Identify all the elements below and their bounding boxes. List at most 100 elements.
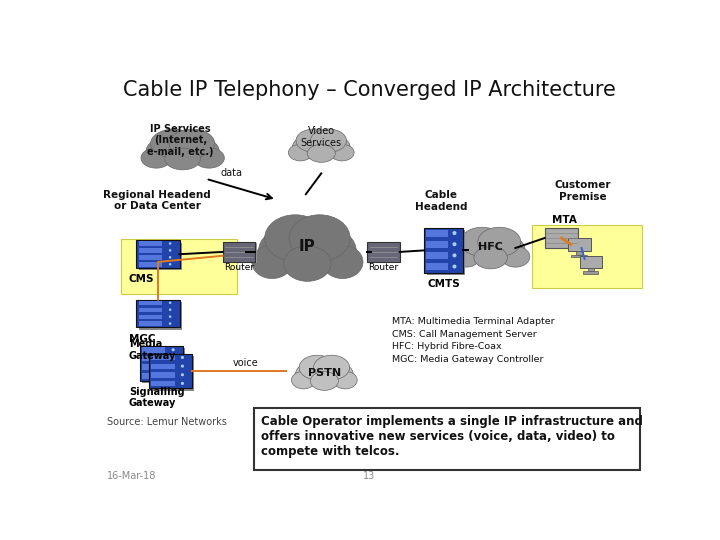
FancyBboxPatch shape [142, 373, 166, 379]
Ellipse shape [194, 148, 225, 168]
Text: Cable Operator implements a single IP infrastructure and
offers innovative new s: Cable Operator implements a single IP in… [261, 415, 643, 458]
Text: 13: 13 [363, 470, 375, 481]
FancyBboxPatch shape [532, 225, 642, 288]
FancyBboxPatch shape [142, 356, 166, 361]
FancyBboxPatch shape [139, 262, 162, 267]
Ellipse shape [323, 245, 363, 279]
Ellipse shape [179, 138, 220, 165]
Circle shape [169, 301, 171, 304]
Ellipse shape [289, 144, 312, 161]
Text: Signalling
Gateway: Signalling Gateway [129, 387, 184, 408]
Ellipse shape [474, 247, 508, 269]
Ellipse shape [299, 355, 335, 380]
Text: 16-Mar-18: 16-Mar-18 [107, 470, 156, 481]
FancyBboxPatch shape [149, 354, 192, 388]
Circle shape [169, 242, 171, 245]
Text: MTA: MTA [552, 215, 577, 225]
Text: Cable
Headend: Cable Headend [415, 190, 467, 212]
Text: MTA: Multimedia Terminal Adapter
CMS: Call Management Server
HFC: Hybrid Fibre-C: MTA: Multimedia Terminal Adapter CMS: Ca… [392, 318, 554, 364]
FancyBboxPatch shape [139, 308, 162, 312]
Text: Regional Headend
or Data Center: Regional Headend or Data Center [104, 190, 211, 211]
Ellipse shape [169, 129, 215, 158]
FancyBboxPatch shape [544, 228, 578, 248]
Ellipse shape [304, 357, 345, 388]
Ellipse shape [330, 144, 354, 161]
Text: CMS: CMS [129, 274, 154, 284]
Circle shape [169, 263, 171, 266]
FancyBboxPatch shape [142, 348, 185, 383]
Circle shape [181, 382, 184, 385]
Ellipse shape [487, 236, 525, 264]
Text: Cable IP Telephony – Converged IP Architecture: Cable IP Telephony – Converged IP Archit… [122, 80, 616, 100]
FancyBboxPatch shape [139, 301, 162, 305]
Ellipse shape [302, 228, 356, 273]
Text: PSTN: PSTN [307, 368, 341, 378]
Ellipse shape [318, 136, 350, 158]
Ellipse shape [456, 236, 495, 264]
Text: HFC: HFC [478, 242, 503, 252]
Ellipse shape [333, 372, 357, 389]
Circle shape [181, 364, 184, 368]
Text: Router: Router [224, 264, 254, 273]
Ellipse shape [150, 129, 197, 158]
Text: Video
Services: Video Services [301, 126, 342, 148]
Circle shape [171, 357, 175, 360]
FancyBboxPatch shape [151, 355, 175, 361]
Ellipse shape [478, 227, 521, 256]
Text: Media
Gateway: Media Gateway [129, 339, 176, 361]
Ellipse shape [258, 228, 312, 273]
Text: MGC: MGC [129, 334, 156, 343]
FancyBboxPatch shape [142, 347, 166, 353]
Ellipse shape [310, 129, 346, 152]
Ellipse shape [146, 138, 186, 165]
Ellipse shape [451, 246, 480, 267]
FancyBboxPatch shape [140, 346, 183, 381]
FancyBboxPatch shape [426, 263, 448, 271]
FancyBboxPatch shape [151, 372, 175, 378]
FancyBboxPatch shape [139, 248, 162, 253]
Text: IP Services
(Internet,
e-mail, etc.): IP Services (Internet, e-mail, etc.) [147, 124, 214, 157]
Circle shape [452, 242, 456, 246]
Ellipse shape [300, 131, 342, 160]
Circle shape [169, 256, 171, 259]
FancyBboxPatch shape [137, 300, 179, 327]
Circle shape [181, 373, 184, 376]
FancyBboxPatch shape [151, 356, 194, 390]
Text: IP: IP [299, 239, 316, 254]
FancyBboxPatch shape [142, 364, 166, 370]
Text: CMTS: CMTS [427, 279, 460, 289]
FancyBboxPatch shape [139, 242, 182, 271]
FancyBboxPatch shape [139, 241, 162, 246]
Circle shape [169, 249, 171, 252]
FancyBboxPatch shape [369, 244, 401, 264]
Ellipse shape [310, 372, 338, 390]
Circle shape [181, 356, 184, 359]
FancyBboxPatch shape [139, 302, 182, 330]
FancyBboxPatch shape [426, 241, 448, 248]
FancyBboxPatch shape [137, 240, 179, 268]
FancyBboxPatch shape [576, 251, 582, 255]
FancyBboxPatch shape [571, 255, 588, 258]
Ellipse shape [307, 145, 336, 163]
FancyBboxPatch shape [139, 321, 162, 326]
Circle shape [171, 374, 175, 377]
FancyBboxPatch shape [222, 242, 255, 262]
Circle shape [169, 315, 171, 318]
Circle shape [452, 231, 456, 235]
FancyBboxPatch shape [427, 231, 465, 275]
Ellipse shape [461, 227, 503, 256]
FancyBboxPatch shape [583, 272, 598, 274]
Ellipse shape [289, 215, 350, 261]
Ellipse shape [252, 245, 292, 279]
Circle shape [169, 308, 171, 311]
FancyBboxPatch shape [426, 252, 448, 259]
FancyBboxPatch shape [588, 268, 594, 272]
FancyBboxPatch shape [580, 256, 601, 268]
FancyBboxPatch shape [139, 255, 162, 260]
Ellipse shape [313, 355, 350, 380]
Ellipse shape [141, 148, 171, 168]
FancyBboxPatch shape [224, 244, 256, 264]
Ellipse shape [295, 362, 328, 386]
Ellipse shape [165, 148, 200, 170]
Ellipse shape [156, 132, 209, 167]
